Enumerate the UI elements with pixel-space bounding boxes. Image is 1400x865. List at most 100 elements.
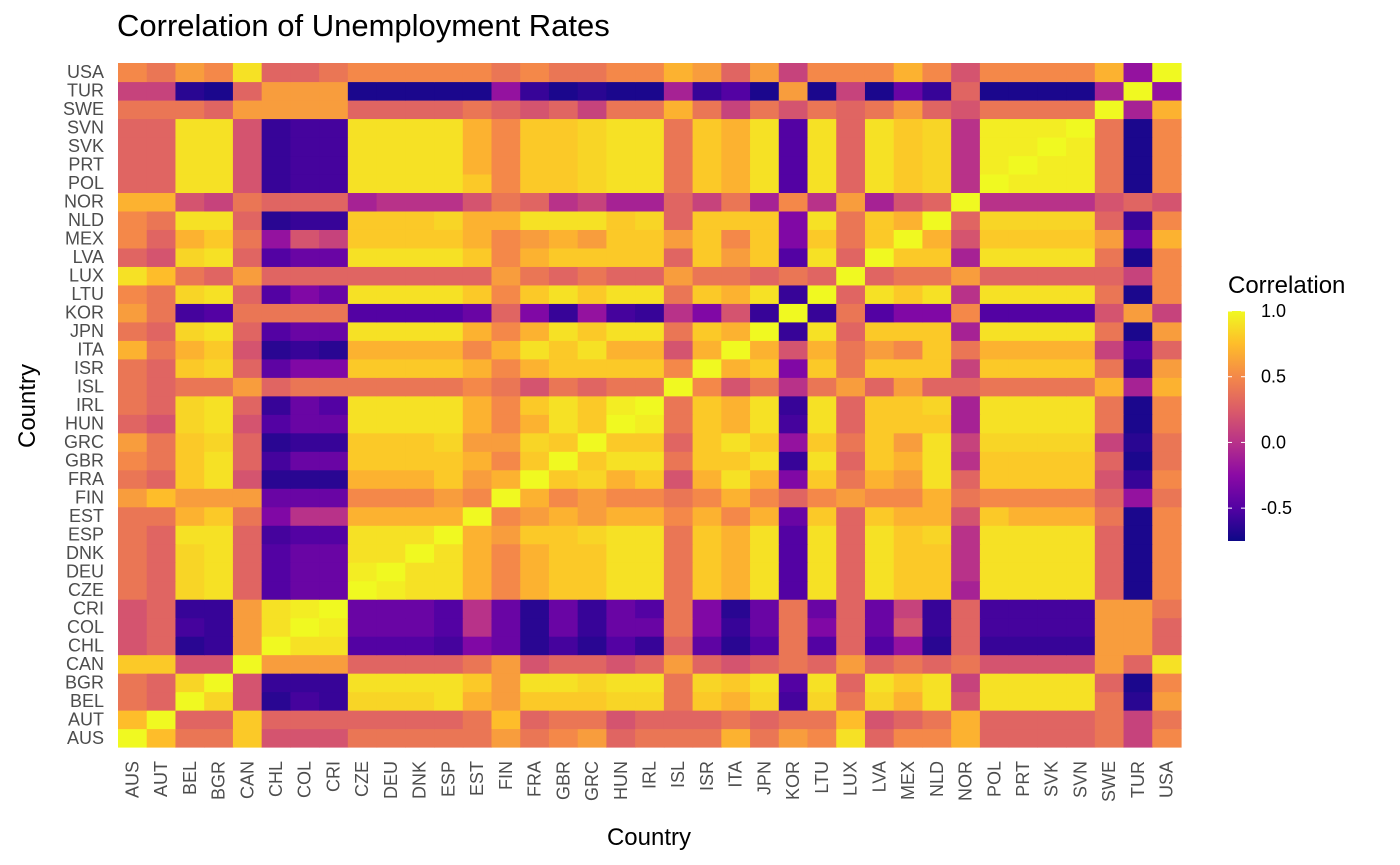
heatmap-cell-JPN-LVA — [864, 321, 895, 341]
heatmap-cell-ESP-HUN — [606, 525, 636, 545]
heatmap-cell-ESP-PRT — [1008, 525, 1038, 545]
heatmap-cell-CRI-BEL — [175, 599, 205, 619]
heatmap-cell-FRA-PRT — [1008, 469, 1038, 489]
heatmap-cell-CHL-GRC — [577, 636, 608, 656]
heatmap-cell-ISL-AUS — [118, 377, 148, 397]
heatmap-cell-BGR-KOR — [778, 673, 809, 693]
heatmap-cell-POL-MEX — [893, 173, 924, 194]
y-tick-label: MEX — [65, 229, 104, 249]
heatmap-cell-FIN-SWE — [1094, 488, 1125, 508]
x-tick-label: SWE — [1099, 761, 1119, 802]
heatmap-cell-ISL-MEX — [893, 377, 924, 397]
heatmap-cell-ISL-JPN — [750, 377, 780, 397]
heatmap-cell-DEU-AUS — [118, 562, 148, 582]
heatmap-cell-NOR-NOR — [951, 192, 981, 212]
heatmap-cell-ISL-IRL — [635, 377, 665, 397]
heatmap-cell-DEU-SWE — [1094, 562, 1125, 582]
heatmap-cell-FIN-AUT — [146, 488, 177, 508]
heatmap-cell-PRT-DNK — [405, 155, 435, 175]
heatmap-cell-SVK-BGR — [204, 136, 234, 157]
heatmap-cell-SVN-SWE — [1094, 118, 1125, 138]
heatmap-cell-IRL-DNK — [405, 395, 435, 415]
heatmap-cell-CAN-TUR — [1123, 654, 1153, 674]
heatmap-cell-AUT-HUN — [606, 710, 636, 730]
heatmap-cell-FIN-HUN — [606, 488, 636, 508]
heatmap-cell-AUS-AUT — [146, 728, 177, 748]
heatmap-cell-TUR-CZE — [347, 81, 378, 101]
y-tick-label: NLD — [68, 210, 104, 230]
heatmap-cell-HUN-BEL — [175, 414, 205, 434]
heatmap-cell-LTU-NLD — [922, 284, 952, 304]
heatmap-cell-TUR-EST — [462, 81, 493, 101]
heatmap-cell-BEL-POL — [979, 691, 1010, 711]
heatmap-cell-SVK-BEL — [175, 136, 205, 157]
heatmap-cell-GBR-NLD — [922, 451, 952, 471]
heatmap-cell-AUT-FIN — [491, 710, 521, 730]
heatmap-cell-ESP-ISL — [663, 525, 694, 545]
heatmap-cell-ITA-SVK — [1037, 340, 1067, 360]
heatmap-cell-ESP-LVA — [864, 525, 895, 545]
heatmap-cell-DNK-NLD — [922, 543, 952, 563]
heatmap-cell-IRL-DEU — [376, 395, 406, 415]
heatmap-cell-CRI-COL — [290, 599, 320, 619]
heatmap-cell-MEX-ITA — [721, 229, 751, 249]
heatmap-cell-LTU-USA — [1152, 284, 1182, 304]
heatmap-cell-ISR-KOR — [778, 358, 809, 378]
heatmap-cell-IRL-LUX — [836, 395, 866, 415]
heatmap-cell-AUT-CRI — [319, 710, 349, 730]
heatmap-cell-ISR-PRT — [1008, 358, 1038, 378]
heatmap-cell-ESP-AUT — [146, 525, 177, 545]
heatmap-cell-LTU-AUT — [146, 284, 177, 304]
heatmap-cell-BGR-USA — [1152, 673, 1182, 693]
heatmap-cell-LUX-ISR — [692, 266, 722, 286]
heatmap-cell-JPN-FRA — [520, 321, 550, 341]
heatmap-cell-ISR-GRC — [577, 358, 608, 378]
heatmap-cell-PRT-NOR — [951, 155, 981, 175]
heatmap-cell-DEU-AUT — [146, 562, 177, 582]
heatmap-cell-DEU-POL — [979, 562, 1010, 582]
heatmap-cell-HUN-EST — [462, 414, 493, 434]
heatmap-cell-LTU-TUR — [1123, 284, 1153, 304]
heatmap-cell-ISR-DNK — [405, 358, 435, 378]
heatmap-cell-DNK-SVN — [1066, 543, 1096, 563]
heatmap-cell-EST-CZE — [347, 506, 378, 526]
heatmap-cell-JPN-AUS — [118, 321, 148, 341]
heatmap-cell-TUR-HUN — [606, 81, 636, 101]
heatmap-cell-AUT-CAN — [232, 710, 263, 730]
heatmap-cell-BGR-LUX — [836, 673, 866, 693]
y-tick-label: NOR — [64, 192, 104, 212]
heatmap-cell-NLD-FIN — [491, 210, 521, 230]
heatmap-cell-ISL-CRI — [319, 377, 349, 397]
heatmap-cell-FRA-ISR — [692, 469, 722, 489]
heatmap-cell-JPN-CZE — [347, 321, 378, 341]
heatmap-cell-LTU-JPN — [750, 284, 780, 304]
heatmap-cell-ISR-FIN — [491, 358, 521, 378]
heatmap-cell-FIN-GRC — [577, 488, 608, 508]
x-tick-label: GRC — [582, 761, 602, 801]
heatmap-cell-IRL-NOR — [951, 395, 981, 415]
heatmap-cell-ISL-KOR — [778, 377, 809, 397]
heatmap-cell-PRT-ESP — [434, 155, 464, 175]
heatmap-cell-GBR-USA — [1152, 451, 1182, 471]
heatmap-cell-LTU-FIN — [491, 284, 521, 304]
heatmap-cell-NOR-ESP — [434, 192, 464, 212]
heatmap-cell-USA-IRL — [635, 63, 665, 83]
heatmap-cell-GBR-HUN — [606, 451, 636, 471]
heatmap-cell-LVA-SVN — [1066, 247, 1096, 267]
heatmap-cell-NOR-JPN — [750, 192, 780, 212]
heatmap-cell-DNK-HUN — [606, 543, 636, 563]
heatmap-cell-COL-ESP — [434, 617, 464, 637]
heatmap-cell-CRI-LVA — [864, 599, 895, 619]
heatmap-cell-ISR-AUT — [146, 358, 177, 378]
heatmap-cell-FRA-HUN — [606, 469, 636, 489]
heatmap-cell-SVK-AUS — [118, 136, 148, 157]
heatmap-cell-CHL-EST — [462, 636, 493, 656]
heatmap-cell-LTU-MEX — [893, 284, 924, 304]
heatmap-cell-SWE-ISL — [663, 99, 694, 120]
heatmap-cell-CRI-CZE — [347, 599, 378, 619]
heatmap-cell-NLD-BEL — [175, 210, 205, 230]
heatmap-cell-BEL-ISR — [692, 691, 722, 711]
heatmap-cell-LUX-JPN — [750, 266, 780, 286]
y-tick-label: AUS — [67, 728, 104, 748]
